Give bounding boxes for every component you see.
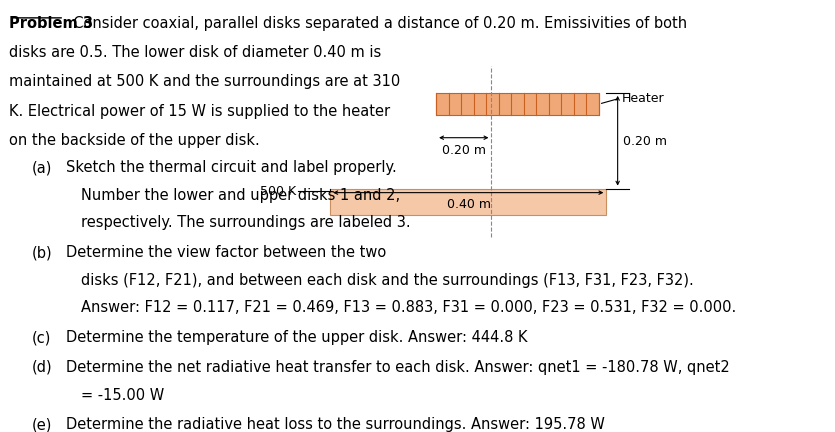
Text: = -15.00 W: = -15.00 W [81, 388, 164, 403]
Text: Consider coaxial, parallel disks separated a distance of 0.20 m. Emissivities of: Consider coaxial, parallel disks separat… [64, 16, 687, 31]
Text: disks are 0.5. The lower disk of diameter 0.40 m is: disks are 0.5. The lower disk of diamete… [9, 45, 382, 60]
Text: K. Electrical power of 15 W is supplied to the heater: K. Electrical power of 15 W is supplied … [9, 104, 390, 118]
Text: (d): (d) [32, 360, 53, 375]
Text: maintained at 500 K and the surroundings are at 310: maintained at 500 K and the surroundings… [9, 74, 400, 89]
Text: (e): (e) [32, 417, 52, 432]
Text: Determine the temperature of the upper disk. Answer: 444.8 K: Determine the temperature of the upper d… [66, 330, 527, 345]
Text: Answer: F12 = 0.117, F21 = 0.469, F13 = 0.883, F31 = 0.000, F23 = 0.531, F32 = 0: Answer: F12 = 0.117, F21 = 0.469, F13 = … [81, 301, 736, 315]
Text: Heater: Heater [621, 92, 664, 105]
Text: Determine the view factor between the two: Determine the view factor between the tw… [66, 245, 386, 260]
Text: 0.20 m: 0.20 m [623, 135, 667, 148]
Text: respectively. The surroundings are labeled 3.: respectively. The surroundings are label… [81, 216, 411, 230]
Text: (c): (c) [32, 330, 51, 345]
Text: Problem 3: Problem 3 [9, 16, 93, 31]
Text: Determine the net radiative heat transfer to each disk. Answer: qnet1 = -180.78 : Determine the net radiative heat transfe… [66, 360, 730, 375]
Text: (b): (b) [32, 245, 53, 260]
Text: 0.40 m: 0.40 m [447, 198, 491, 211]
Text: Sketch the thermal circuit and label properly.: Sketch the thermal circuit and label pro… [66, 160, 397, 175]
Text: disks (F12, F21), and between each disk and the surroundings (F13, F31, F23, F32: disks (F12, F21), and between each disk … [81, 273, 694, 288]
Text: Number the lower and upper disks 1 and 2,: Number the lower and upper disks 1 and 2… [81, 188, 400, 203]
Text: 500 K: 500 K [261, 185, 296, 198]
Text: Determine the radiative heat loss to the surroundings. Answer: 195.78 W: Determine the radiative heat loss to the… [66, 417, 605, 432]
Text: 0.20 m: 0.20 m [443, 144, 486, 157]
Text: on the backside of the upper disk.: on the backside of the upper disk. [9, 133, 260, 148]
Bar [436, 93, 599, 115]
Text: (a): (a) [32, 160, 52, 175]
Bar [331, 188, 606, 215]
